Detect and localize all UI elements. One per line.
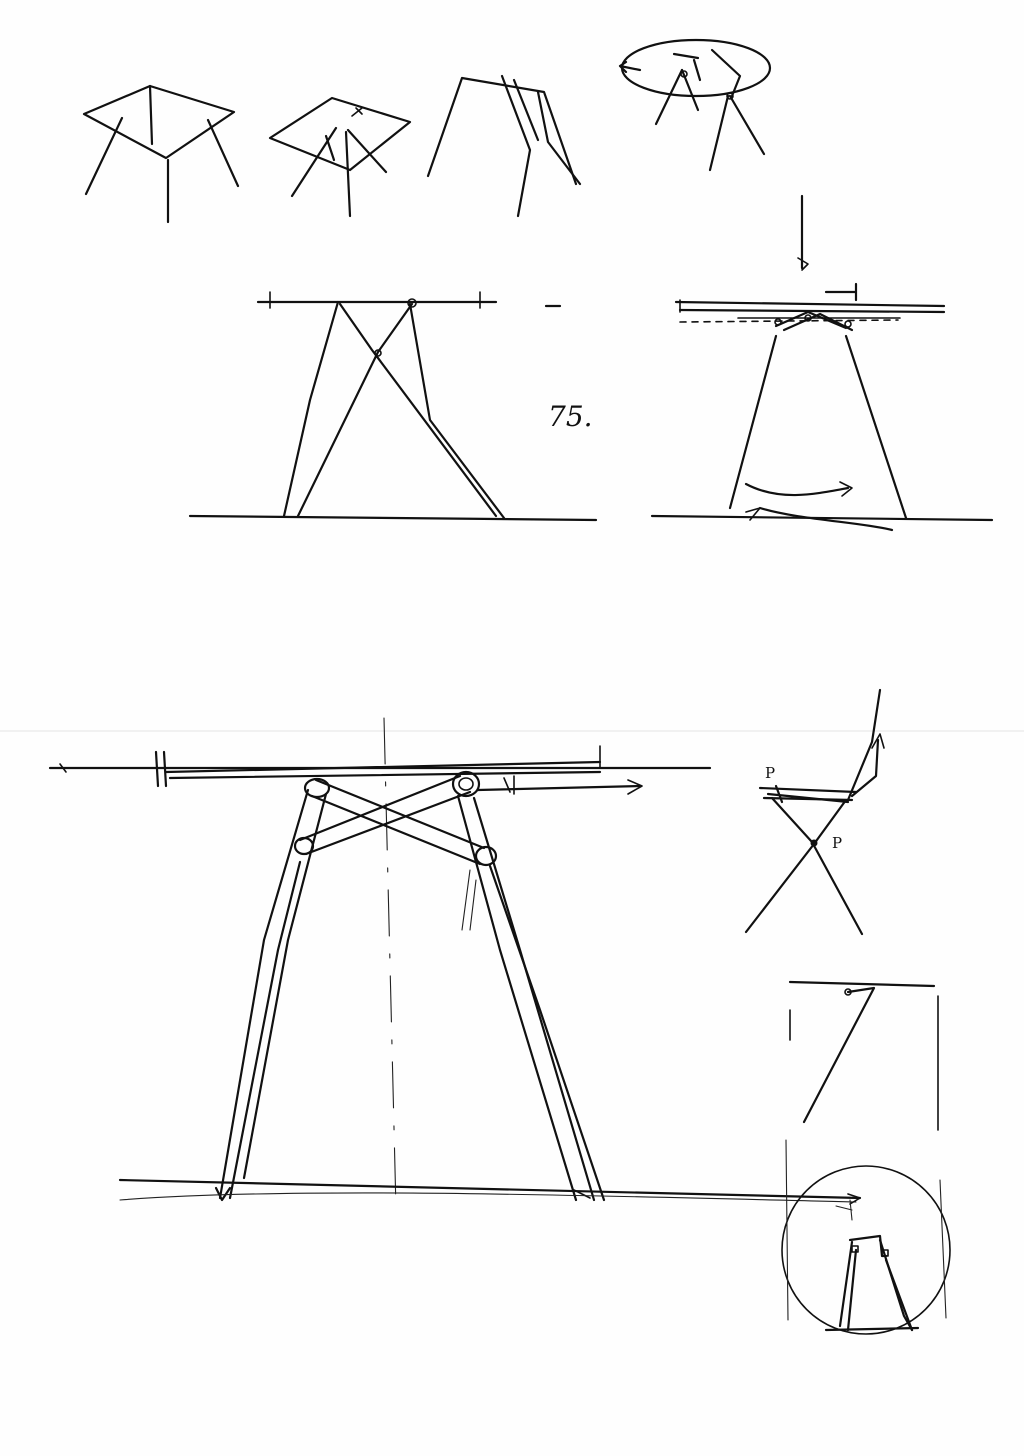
thumbnail-oval-table xyxy=(618,38,772,172)
pivot-label-top: P xyxy=(765,764,775,782)
folded-profile-frame xyxy=(788,980,939,1131)
elevation-scissor-large xyxy=(48,717,862,1211)
chair-side-view xyxy=(744,688,885,936)
thumbnail-cross-leg-table xyxy=(268,96,412,218)
thumbnail-leg-profile xyxy=(426,74,582,218)
elevation-mechanism-front xyxy=(650,194,994,532)
detail-circle xyxy=(781,1139,951,1335)
dimension-note: 75. xyxy=(548,400,593,433)
pivot-dot xyxy=(810,839,818,847)
thumbnail-square-table xyxy=(82,84,240,224)
pivot-label-center: P xyxy=(832,834,842,852)
elevation-crossed-legs xyxy=(188,291,598,522)
